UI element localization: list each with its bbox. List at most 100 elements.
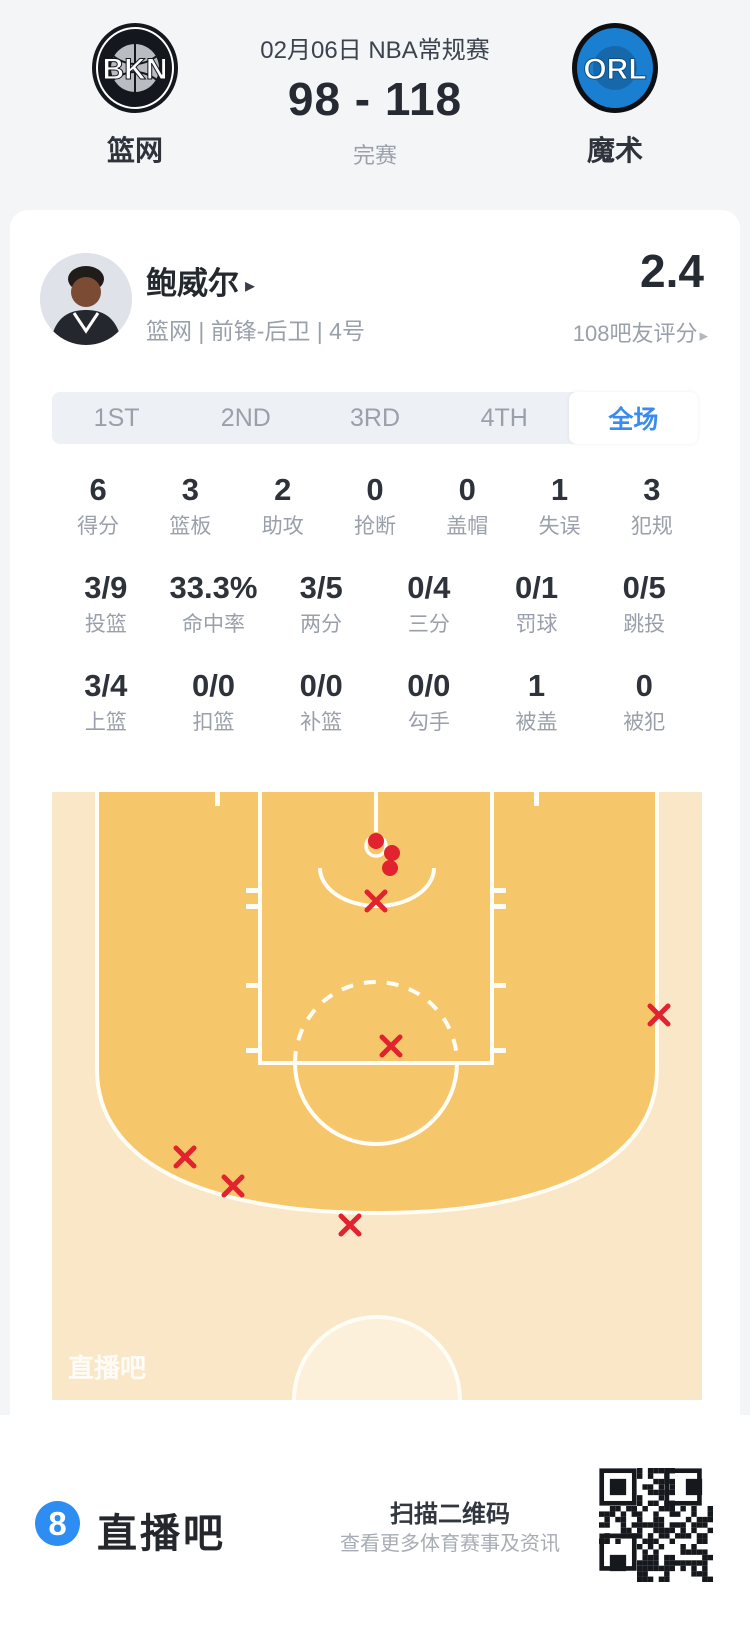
stat-cell-助攻: 2 助攻	[237, 472, 329, 542]
stat-label: 失误	[538, 515, 581, 538]
missed-shot-x	[364, 889, 388, 913]
stat-label: 罚球	[515, 613, 558, 636]
shot-markers	[173, 833, 671, 1237]
stat-cell-得分: 6 得分	[52, 472, 144, 542]
rating-sub-row[interactable]: 108吧友评分 ▸	[573, 316, 708, 348]
tab-2nd[interactable]: 2ND	[220, 403, 271, 432]
rating-sub-label: 108吧友评分	[572, 321, 698, 346]
stat-value: 3/4	[84, 668, 128, 703]
zhibo8-logo-text: 直播吧	[97, 1512, 226, 1556]
stat-cell-上篮: 3/4 上篮	[52, 668, 160, 738]
made-shot-dot	[384, 845, 400, 861]
stat-value: 6	[89, 472, 107, 507]
ft-circle-dashed	[293, 980, 459, 1064]
three-point-line	[95, 792, 659, 1216]
stat-cell-投篮: 3/9 投篮	[52, 570, 160, 640]
made-shot-dot	[382, 860, 398, 876]
stat-label: 上篮	[84, 711, 127, 734]
player-avatar[interactable]	[40, 253, 132, 345]
missed-shot-x	[221, 1174, 245, 1198]
stat-cell-被盖: 1 被盖	[483, 668, 591, 738]
stat-value: 0	[366, 472, 384, 507]
tab-1st[interactable]: 1ST	[93, 403, 140, 432]
stat-cell-补篮: 0/0 补篮	[267, 668, 375, 738]
stat-value: 0/4	[407, 570, 451, 605]
stat-cell-被犯: 0 被犯	[590, 668, 698, 738]
home-logo-letters: BKN	[103, 53, 168, 86]
home-team-logo-bkn: BKN	[92, 23, 178, 113]
name-arrow-icon: ▸	[245, 275, 256, 297]
stats-row-main: 6 得分 3 篮板 2 助攻 0 抢断 0 盖帽 1 失误 3 犯规	[52, 472, 698, 542]
stat-label: 得分	[77, 515, 120, 538]
game-score: 98 - 118	[287, 73, 463, 125]
stat-value: 0/0	[299, 668, 343, 703]
court-watermark: 直播吧	[68, 1353, 146, 1383]
stat-label: 投篮	[84, 613, 127, 636]
stat-label: 扣篮	[192, 711, 235, 734]
stat-label: 命中率	[182, 613, 245, 636]
away-team-name: 魔术	[586, 135, 643, 166]
scan-qr-subtitle: 查看更多体育赛事及资讯	[340, 1533, 560, 1555]
lane-hash-marks	[215, 792, 539, 1053]
stat-label: 跳投	[623, 613, 666, 636]
stat-value: 3	[181, 472, 200, 507]
missed-shot-x	[173, 1145, 197, 1169]
court-floor-inner-3pt	[97, 792, 657, 1213]
stat-value: 0/1	[514, 570, 559, 605]
tab-3rd[interactable]: 3RD	[350, 403, 401, 432]
stat-cell-两分: 3/5 两分	[267, 570, 375, 640]
missed-shot-x	[647, 1003, 671, 1027]
game-date-title: 02月06日 NBA常规赛	[260, 37, 490, 64]
stat-value: 3/5	[299, 570, 343, 605]
qr-code	[599, 1468, 713, 1582]
game-status: 完赛	[352, 143, 397, 168]
stat-value: 0/5	[622, 570, 666, 605]
stat-cell-三分: 0/4 三分	[375, 570, 483, 640]
player-info: 篮网 | 前锋-后卫 | 4号	[146, 318, 365, 344]
missed-shot-x	[338, 1213, 362, 1237]
away-team-logo-orl: ORL	[572, 23, 658, 113]
restricted-arc	[318, 867, 436, 908]
stat-cell-罚球: 0/1 罚球	[483, 570, 591, 640]
stat-value: 0/0	[407, 668, 451, 703]
stat-label: 三分	[407, 613, 450, 636]
stat-label: 篮板	[169, 515, 212, 538]
center-circle	[292, 1315, 462, 1400]
stat-value: 1	[527, 668, 546, 703]
away-team: ORL 魔术	[530, 22, 700, 169]
stat-value: 3	[643, 472, 661, 507]
stat-label: 两分	[300, 613, 343, 636]
scan-qr-title: 扫描二维码	[390, 1501, 510, 1528]
stat-label: 被犯	[623, 711, 666, 734]
made-shot-dot	[368, 833, 384, 849]
stat-label: 被盖	[515, 711, 558, 734]
stat-value: 0	[635, 668, 653, 703]
home-team: BKN 篮网	[50, 22, 220, 169]
stat-value: 33.3%	[169, 570, 258, 605]
missed-shot-x	[379, 1034, 403, 1058]
stat-cell-跳投: 0/5 跳投	[590, 570, 698, 640]
stat-cell-命中率: 33.3% 命中率	[160, 570, 268, 640]
tab-4th[interactable]: 4TH	[480, 403, 528, 432]
stat-label: 助攻	[261, 515, 304, 538]
shot-chart-court: 直播吧	[52, 792, 702, 1400]
tab-全场[interactable]: 全场	[568, 392, 699, 444]
paint-key	[258, 792, 494, 1065]
stat-label: 犯规	[630, 515, 673, 538]
stat-label: 抢断	[353, 515, 396, 538]
stat-value: 1	[550, 472, 569, 507]
player-name: 鲍威尔	[146, 266, 239, 301]
stat-value: 0	[458, 472, 476, 507]
stat-cell-抢断: 0 抢断	[329, 472, 421, 542]
player-name-row[interactable]: 鲍威尔 ▸	[146, 258, 255, 303]
stat-cell-扣篮: 0/0 扣篮	[160, 668, 268, 738]
stat-value: 3/9	[84, 570, 128, 605]
stats-row-shooting: 3/9 投篮 33.3% 命中率 3/5 两分 0/4 三分 0/1 罚球 0/5 跳投	[52, 570, 698, 640]
player-photo	[40, 253, 132, 345]
stat-cell-篮板: 3 篮板	[144, 472, 236, 542]
stat-label: 补篮	[300, 711, 343, 734]
stat-value: 0/0	[191, 668, 236, 703]
rating-arrow-icon: ▸	[699, 326, 708, 345]
home-team-name: 篮网	[106, 135, 163, 166]
